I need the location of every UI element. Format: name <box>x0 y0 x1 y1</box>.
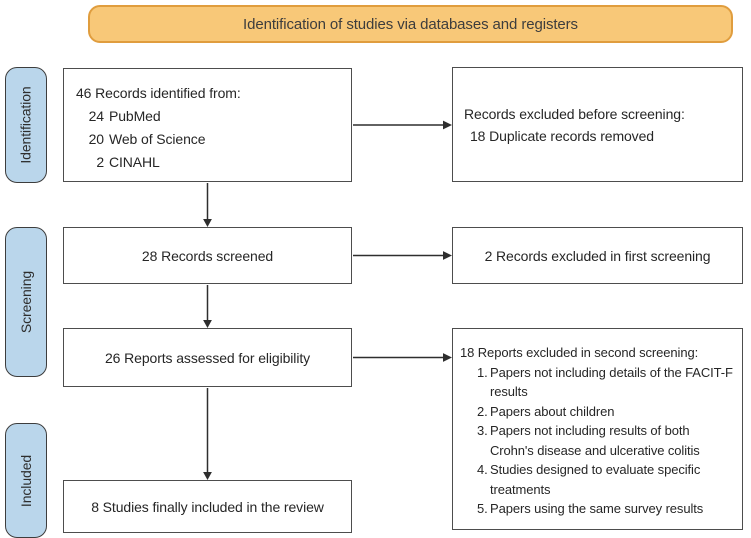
stage-label-screening: Screening <box>5 227 47 377</box>
excluded-second-title: 18 Reports excluded in second screening: <box>460 345 699 360</box>
reason-text: Papers not including details of the FACI… <box>490 364 733 400</box>
box-records-screened: 28 Records screened <box>63 227 352 284</box>
exclusion-reason-list: 1. Papers not including details of the F… <box>477 363 734 519</box>
arrow-assessed-to-excluded-second <box>353 353 452 362</box>
source-name: PubMed <box>109 108 161 124</box>
excluded-before-title: Records excluded before screening: <box>464 105 685 122</box>
reports-assessed-label: 26 Reports assessed for eligibility <box>104 349 311 366</box>
source-row-pubmed: 24 PubMed <box>86 105 343 128</box>
box-records-excluded-before-screening: Records excluded before screening: 18 Du… <box>452 67 743 182</box>
reason-text: Papers not including results of both Cro… <box>490 423 700 458</box>
exclusion-reason-item: 3. Papers not including results of both … <box>477 421 734 460</box>
reason-number: 3. <box>477 423 488 438</box>
exclusion-reason-item: 2. Papers about children <box>477 402 734 422</box>
reason-text: Studies designed to evaluate specific tr… <box>490 462 701 497</box>
source-count: 24 <box>88 108 104 124</box>
box-records-identified: 46 Records identified from: 24 PubMed 20… <box>63 68 352 182</box>
source-name: CINAHL <box>109 154 160 170</box>
reason-text: Papers using the same survey results <box>490 501 704 516</box>
excluded-before-detail: 18 Duplicate records removed <box>470 127 654 144</box>
arrow-identified-to-excluded-before <box>353 120 452 130</box>
stage-label-identification: Identification <box>5 67 47 183</box>
source-row-web-of-science: 20 Web of Science <box>86 128 343 151</box>
source-row-cinahl: 2 CINAHL <box>86 151 343 174</box>
stage-label-text: Screening <box>18 270 34 334</box>
exclusion-reason-item: 5. Papers using the same survey results <box>477 499 734 519</box>
box-studies-included: 8 Studies finally included in the review <box>63 480 352 533</box>
stage-label-text: Included <box>18 454 35 507</box>
banner-title: Identification of studies via databases … <box>243 15 578 33</box>
records-screened-label: 28 Records screened <box>141 247 274 264</box>
source-count: 20 <box>88 131 104 147</box>
records-identified-title: 46 Records identified from: <box>76 85 241 101</box>
exclusion-reason-item: 4. Studies designed to evaluate specific… <box>477 460 734 499</box>
reason-number: 1. <box>477 364 488 380</box>
arrow-screened-to-excluded-first <box>353 251 452 260</box>
box-reports-excluded-second-screening: 18 Reports excluded in second screening:… <box>452 328 743 530</box>
reason-text: Papers about children <box>490 403 615 419</box>
studies-included-label: 8 Studies finally included in the review <box>91 498 324 515</box>
reason-number: 4. <box>477 462 488 477</box>
stage-label-included: Included <box>5 423 47 538</box>
box-reports-assessed: 26 Reports assessed for eligibility <box>63 328 352 387</box>
arrow-screened-to-assessed <box>203 285 212 328</box>
source-name: Web of Science <box>109 131 206 147</box>
box-records-excluded-first-screening: 2 Records excluded in first screening <box>452 227 743 284</box>
stage-label-text: Identification <box>18 86 34 164</box>
source-count: 2 <box>96 154 104 170</box>
exclusion-reason-item: 1. Papers not including details of the F… <box>477 363 734 402</box>
arrow-identified-to-screened <box>203 183 212 227</box>
reason-number: 5. <box>477 501 488 516</box>
reason-number: 2. <box>477 403 488 419</box>
banner-identification-of-studies: Identification of studies via databases … <box>88 5 733 43</box>
arrow-assessed-to-included <box>203 388 212 480</box>
excluded-first-label: 2 Records excluded in first screening <box>484 247 711 264</box>
